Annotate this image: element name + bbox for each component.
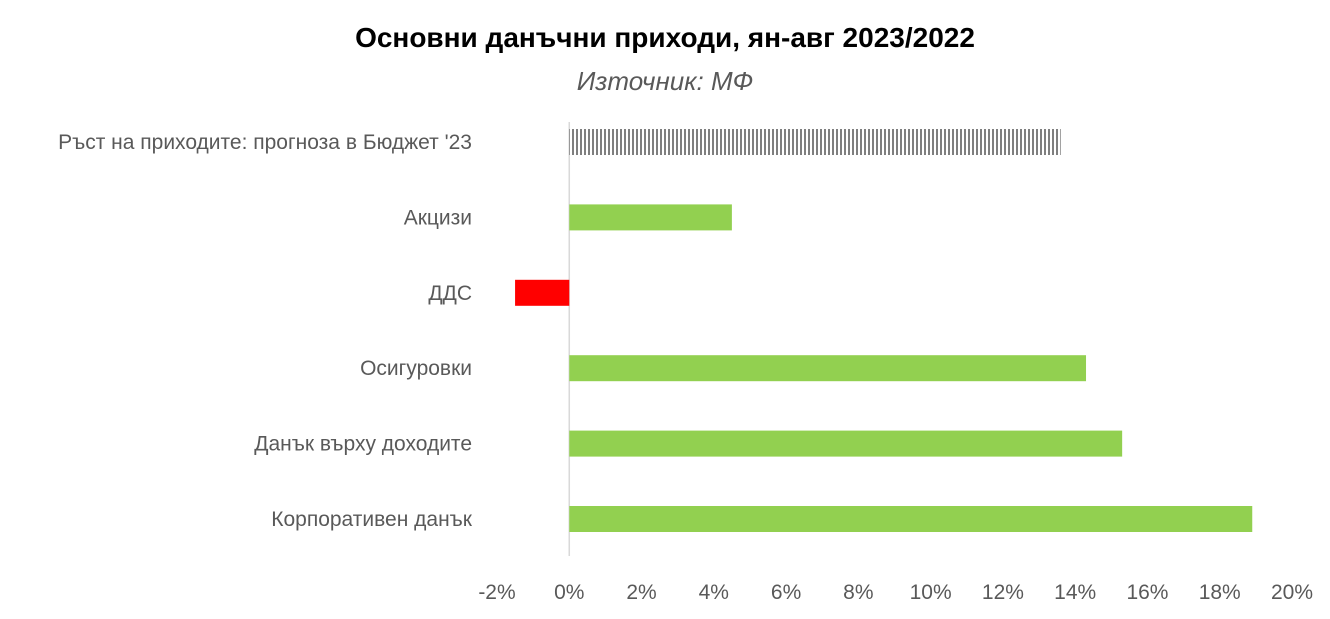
x-tick-label-4: 6%: [771, 581, 801, 604]
x-tick-label-2: 2%: [626, 581, 656, 604]
category-label-1: Акцизи: [404, 206, 472, 229]
bar-3: [569, 355, 1087, 382]
x-tick-label-3: 4%: [699, 581, 729, 604]
bar-1: [569, 204, 732, 231]
x-tick-label-9: 16%: [1126, 581, 1168, 604]
bar-0: [569, 129, 1061, 155]
bar-5: [569, 506, 1253, 532]
x-tick-label-0: -2%: [478, 581, 515, 604]
bar-4: [569, 430, 1123, 457]
category-labels: Ръст на приходите: прогноза в Бюджет '23…: [58, 131, 473, 531]
category-label-0: Ръст на приходите: прогноза в Бюджет '23: [58, 131, 472, 154]
chart-title: Основни данъчни приходи, ян-авг 2023/202…: [355, 22, 975, 53]
x-tick-label-8: 14%: [1054, 581, 1096, 604]
x-tick-label-7: 12%: [982, 581, 1024, 604]
x-tick-label-11: 20%: [1271, 581, 1313, 604]
x-axis-ticks: -2% 0% 2% 4% 6% 8% 10% 12% 14% 16% 18% 20%: [478, 581, 1313, 604]
x-tick-label-5: 8%: [843, 581, 873, 604]
x-tick-label-10: 18%: [1199, 581, 1241, 604]
category-label-3: Осигуровки: [360, 357, 472, 380]
bar-2: [515, 279, 570, 306]
chart-subtitle: Източник: МФ: [576, 66, 754, 96]
x-tick-label-1: 0%: [554, 581, 584, 604]
bars-layer: [515, 129, 1253, 532]
category-label-2: ДДС: [428, 282, 472, 305]
category-label-4: Данък върху доходите: [254, 433, 472, 456]
category-label-5: Корпоративен данък: [271, 508, 473, 531]
x-tick-label-6: 10%: [910, 581, 952, 604]
